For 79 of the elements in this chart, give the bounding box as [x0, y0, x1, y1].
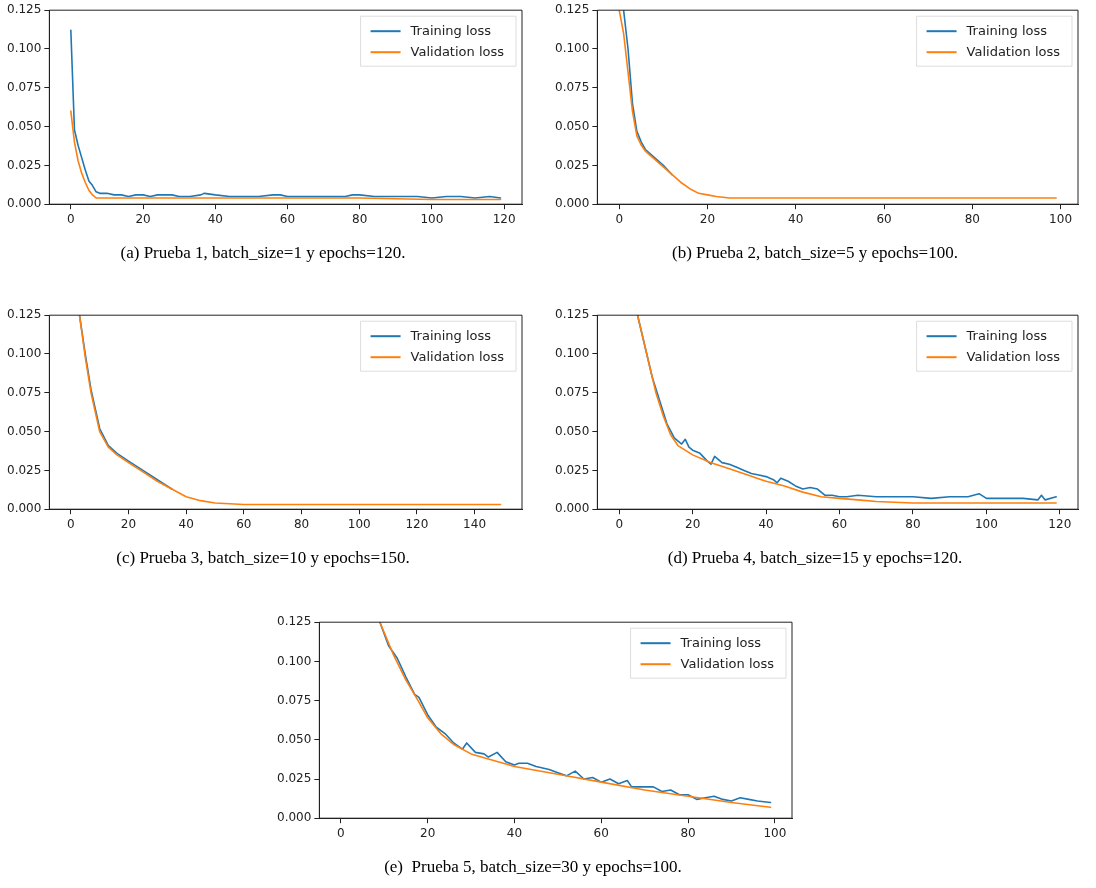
text: (c) Prueba 3, batch_size=10 y epochs=150.	[116, 548, 410, 568]
legend-label: Training loss	[965, 327, 1048, 343]
y-tick-label: 0.075	[554, 79, 590, 94]
legend-label: Training loss	[409, 327, 492, 343]
x-tick-label: 40	[178, 516, 194, 531]
x-tick-label: 60	[593, 825, 609, 840]
x-tick-label: 120	[492, 211, 516, 226]
x-tick-label: 20	[135, 211, 151, 226]
y-tick-label: 0.050	[6, 118, 42, 133]
x-tick-label: 20	[685, 516, 701, 531]
y-tick-label: 0.125	[6, 307, 42, 322]
x-tick-label: 100	[1049, 211, 1073, 226]
y-tick-label: 0.000	[554, 501, 590, 516]
y-tick-label: 0.100	[6, 346, 42, 361]
y-tick-label: 0.050	[554, 423, 590, 438]
y-tick-label: 0.000	[276, 810, 312, 825]
y-tick-label: 0.125	[276, 614, 312, 629]
x-tick-label: 100	[974, 516, 998, 531]
y-tick-label: 0.075	[554, 384, 590, 399]
y-tick-label: 0.050	[554, 118, 590, 133]
x-tick-label: 0	[615, 211, 624, 226]
x-tick-label: 120	[1048, 516, 1072, 531]
legend-label: Training loss	[965, 22, 1048, 38]
x-tick-label: 100	[347, 516, 371, 531]
y-tick-label: 0.075	[6, 384, 42, 399]
y-tick-label: 0.125	[554, 2, 590, 17]
y-tick-label: 0.100	[6, 41, 42, 56]
x-tick-label: 40	[788, 211, 804, 226]
y-tick-label: 0.075	[6, 79, 42, 94]
y-tick-label: 0.050	[6, 423, 42, 438]
legend-label: Validation loss	[966, 348, 1061, 364]
x-tick-label: 20	[420, 825, 436, 840]
x-tick-label: 0	[67, 211, 75, 226]
x-tick-label: 40	[758, 516, 774, 531]
x-tick-label: 80	[964, 211, 980, 226]
x-tick-label: 120	[405, 516, 429, 531]
y-tick-label: 0.000	[6, 196, 42, 211]
y-tick-label: 0.025	[6, 462, 42, 477]
x-tick-label: 60	[831, 516, 848, 531]
x-tick-label: 80	[905, 516, 921, 531]
legend-label: Validation loss	[410, 43, 505, 59]
x-tick-label: 100	[763, 825, 787, 840]
y-tick-label: 0.025	[276, 771, 312, 786]
legend-label: Training loss	[409, 22, 492, 38]
x-tick-label: 20	[699, 211, 716, 226]
y-tick-label: 0.125	[6, 2, 42, 17]
y-tick-label: 0.025	[554, 157, 590, 172]
x-tick-label: 40	[207, 211, 223, 226]
text: (b) Prueba 2, batch_size=5 y epochs=100.	[672, 243, 958, 263]
x-tick-label: 80	[680, 825, 696, 840]
y-tick-label: 0.100	[554, 346, 590, 361]
x-tick-label: 0	[337, 825, 345, 840]
x-tick-label: 60	[279, 211, 296, 226]
legend-label: Validation loss	[410, 348, 505, 364]
x-tick-label: 80	[293, 516, 310, 531]
legend-label: Validation loss	[966, 43, 1061, 59]
y-tick-label: 0.075	[276, 692, 312, 707]
y-tick-label: 0.125	[554, 307, 590, 322]
x-tick-label: 20	[120, 516, 137, 531]
x-tick-label: 40	[506, 825, 523, 840]
y-tick-label: 0.025	[6, 157, 42, 172]
y-tick-label: 0.100	[276, 653, 312, 668]
x-tick-label: 60	[236, 516, 252, 531]
y-tick-label: 0.100	[554, 41, 590, 56]
y-tick-label: 0.050	[276, 731, 312, 746]
x-tick-label: 100	[420, 211, 444, 226]
legend-label: Training loss	[679, 634, 762, 650]
x-tick-label: 60	[876, 211, 892, 226]
legend-label: Validation loss	[680, 655, 775, 671]
y-tick-label: 0.025	[554, 462, 590, 477]
x-tick-label: 80	[352, 211, 368, 226]
y-tick-label: 0.000	[6, 501, 42, 516]
x-tick-label: 0	[615, 516, 624, 531]
x-tick-label: 140	[463, 516, 487, 531]
x-tick-label: 0	[67, 516, 75, 531]
text: (a) Prueba 1, batch_size=1 y epochs=120.	[120, 243, 406, 263]
text: (e) Prueba 5, batch_size=30 y epochs=100.	[384, 857, 682, 877]
text: (d) Prueba 4, batch_size=15 y epochs=120.	[667, 548, 963, 568]
y-tick-label: 0.000	[554, 196, 590, 211]
